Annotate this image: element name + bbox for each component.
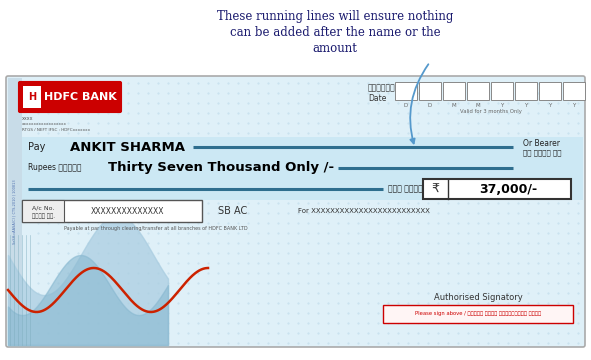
Text: Thirty Seven Thousand Only /-: Thirty Seven Thousand Only /- (108, 161, 334, 174)
Text: can be added after the name or the: can be added after the name or the (230, 26, 440, 39)
Bar (395, 82, 417, 100)
Text: अदा करें: अदा करें (388, 185, 423, 194)
Bar (22, 200, 202, 222)
FancyBboxPatch shape (18, 81, 122, 113)
Text: Or Bearer: Or Bearer (523, 139, 560, 148)
Bar (383, 305, 573, 323)
Text: For XXXXXXXXXXXXXXXXXXXXXXXXX: For XXXXXXXXXXXXXXXXXXXXXXXXX (298, 208, 430, 214)
Text: 37,000/-: 37,000/- (479, 183, 537, 195)
Bar (22, 200, 64, 222)
Text: Pay: Pay (28, 142, 46, 152)
Bar (23, 86, 41, 108)
Text: A/c No.: A/c No. (32, 206, 54, 211)
Text: xxxxxxxxxxxxxxxxxx: xxxxxxxxxxxxxxxxxx (22, 122, 67, 126)
Text: M: M (452, 103, 456, 108)
FancyBboxPatch shape (6, 76, 585, 347)
Bar (443, 82, 465, 100)
Text: Date: Date (368, 94, 387, 103)
Text: SB AC: SB AC (218, 206, 247, 216)
Text: amount: amount (313, 42, 358, 55)
Text: M: M (476, 103, 480, 108)
Text: Y: Y (524, 103, 528, 108)
Text: XXXXXXXXXXXXXX: XXXXXXXXXXXXXX (91, 207, 165, 216)
Text: ANKIT SHARMA: ANKIT SHARMA (70, 140, 185, 153)
Text: Rupees रुपये: Rupees रुपये (28, 163, 82, 172)
Bar (8, 78, 22, 345)
Text: xxxx: xxxx (22, 116, 34, 121)
Text: D: D (404, 103, 408, 108)
Text: Authorised Signatory: Authorised Signatory (434, 292, 522, 302)
Bar (423, 179, 571, 199)
Text: दिनांक: दिनांक (368, 84, 396, 93)
Text: RTGS / NEFT IFSC : HDFCxxxxxxx: RTGS / NEFT IFSC : HDFCxxxxxxx (22, 128, 90, 132)
Bar (491, 82, 513, 100)
Text: These running lines will ensure nothing: These running lines will ensure nothing (217, 10, 453, 23)
Text: Y: Y (572, 103, 576, 108)
Bar (22, 178, 583, 200)
Text: Please sign above / कृपया यहाँ हस्ताक्षर करें: Please sign above / कृपया यहाँ हस्ताक्षर… (415, 311, 541, 316)
Bar (539, 82, 561, 100)
Text: या धारक को: या धारक को (523, 150, 561, 156)
Text: ₹: ₹ (431, 183, 439, 195)
Text: H: H (28, 92, 36, 102)
Text: Payable at par through clearing/transfer at all branches of HDFC BANK LTD: Payable at par through clearing/transfer… (64, 225, 248, 230)
Bar (515, 82, 537, 100)
Bar (22, 157, 583, 178)
Text: खाता नं.: खाता नं. (31, 213, 54, 219)
Text: D: D (428, 103, 432, 108)
Text: SeSH=AASA(C) | CTS-2010 | 100813: SeSH=AASA(C) | CTS-2010 | 100813 (13, 179, 17, 244)
Text: Y: Y (501, 103, 504, 108)
Bar (467, 82, 489, 100)
Bar (419, 82, 441, 100)
Text: Valid for 3 months Only: Valid for 3 months Only (460, 108, 522, 113)
Bar (563, 82, 585, 100)
Text: HDFC BANK: HDFC BANK (44, 92, 116, 102)
Bar (22, 137, 583, 157)
Text: Y: Y (548, 103, 551, 108)
